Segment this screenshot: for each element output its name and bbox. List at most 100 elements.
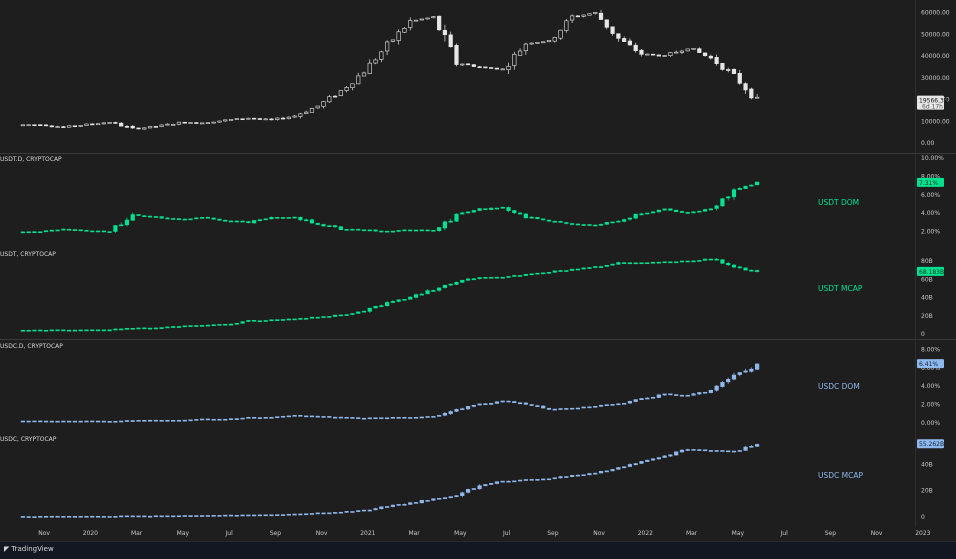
- candle-body: [338, 511, 343, 514]
- time-axis-label: Sep: [270, 530, 282, 537]
- candle-body: [159, 327, 164, 329]
- chart-marks: [20, 9, 760, 518]
- candle-body: [755, 181, 760, 186]
- candle-body: [379, 305, 384, 308]
- candle-body: [315, 105, 320, 109]
- candle-body: [610, 263, 615, 266]
- candle-body: [627, 217, 633, 220]
- candle-body: [535, 479, 540, 481]
- candle-body: [587, 224, 592, 226]
- candle-body: [153, 419, 158, 422]
- candle-body: [61, 126, 66, 128]
- candle-body: [252, 320, 257, 322]
- candle-body: [223, 219, 228, 222]
- candle-body: [223, 119, 228, 122]
- candle-body: [49, 229, 54, 232]
- candle-body: [26, 329, 31, 332]
- candle-body: [234, 322, 239, 325]
- candle-body: [390, 417, 395, 419]
- candle-body: [494, 276, 500, 279]
- candle-body: [737, 450, 742, 452]
- candle-body: [471, 278, 476, 281]
- candle-body: [176, 218, 182, 220]
- candle-body: [442, 221, 448, 229]
- candle-body: [396, 230, 401, 232]
- candle-body: [332, 95, 338, 98]
- candle-body: [385, 41, 390, 52]
- candle-body: [182, 121, 187, 124]
- y-tick-label: 0.00%: [921, 420, 940, 427]
- candle-body: [228, 220, 234, 223]
- candle-body: [188, 218, 193, 221]
- candle-body: [165, 515, 170, 518]
- candle-body: [165, 419, 170, 422]
- candle-body: [408, 296, 413, 300]
- candle-body: [408, 20, 413, 28]
- candle-body: [338, 90, 343, 96]
- candle-body: [558, 221, 563, 223]
- candle-body: [460, 279, 465, 283]
- candle-body: [749, 184, 754, 187]
- candle-body: [280, 117, 286, 120]
- candle-body: [84, 420, 89, 423]
- candle-body: [570, 475, 575, 477]
- candle-body: [26, 124, 31, 127]
- candle-body: [460, 492, 465, 496]
- candle-body: [269, 216, 274, 220]
- candle-body: [477, 208, 482, 211]
- candle-body: [419, 229, 424, 232]
- candle-body: [731, 450, 737, 453]
- candle-body: [344, 314, 349, 316]
- candle-body: [49, 420, 54, 423]
- candle-body: [107, 516, 112, 518]
- candle-body: [731, 189, 737, 198]
- candle-body: [402, 28, 407, 33]
- candle-body: [263, 218, 268, 221]
- candle-body: [136, 515, 141, 518]
- candle-body: [280, 514, 286, 516]
- candle-body: [593, 224, 598, 227]
- candle-body: [460, 212, 465, 215]
- candle-body: [176, 419, 182, 422]
- candle-body: [90, 230, 95, 233]
- candle-body: [633, 463, 638, 466]
- tradingview-brand[interactable]: ◤ TradingView: [4, 545, 54, 553]
- candle-body: [338, 314, 343, 317]
- candle-body: [552, 408, 557, 411]
- candle-body: [263, 514, 268, 517]
- candle-body: [685, 48, 690, 52]
- candle-body: [78, 125, 83, 127]
- candle-body: [465, 489, 471, 493]
- candle-body: [413, 19, 419, 22]
- candle-body: [622, 466, 627, 469]
- candle-body: [743, 267, 748, 271]
- y-tick-label: 4.00%: [921, 210, 940, 217]
- candle-body: [570, 15, 575, 21]
- candle-body: [217, 515, 222, 517]
- candle-body: [500, 480, 505, 483]
- candle-body: [697, 392, 702, 395]
- candle-body: [211, 217, 216, 220]
- candle-body: [419, 293, 424, 296]
- badge-background: [917, 439, 944, 449]
- candle-body: [575, 474, 580, 477]
- candle-body: [124, 328, 130, 330]
- candle-body: [437, 287, 442, 291]
- candle-body: [465, 278, 471, 281]
- time-axis-label: 2023: [915, 530, 930, 537]
- candle-body: [309, 316, 315, 319]
- time-axis-label: Nov: [871, 530, 883, 537]
- candle-body: [211, 121, 216, 124]
- candle-body: [674, 394, 679, 396]
- candle-body: [685, 260, 690, 263]
- candle-body: [304, 219, 309, 222]
- candle-body: [315, 222, 320, 225]
- candle-body: [286, 116, 291, 119]
- usdc-dom-candles: [20, 363, 760, 423]
- y-tick-label: 30000.00: [921, 75, 950, 82]
- candle-body: [194, 515, 199, 517]
- candle-body: [246, 417, 251, 419]
- candle-body: [564, 222, 569, 224]
- candle-body: [252, 220, 257, 224]
- candle-body: [176, 515, 182, 518]
